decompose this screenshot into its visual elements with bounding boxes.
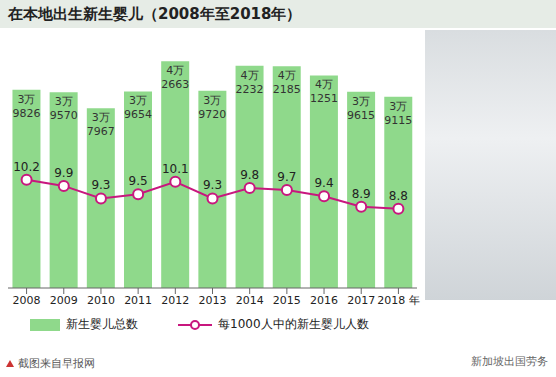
svg-text:4万: 4万 [241,69,259,82]
svg-text:3万: 3万 [352,95,370,108]
svg-text:2014: 2014 [236,294,264,307]
svg-text:2232: 2232 [236,83,264,96]
svg-text:3万: 3万 [203,94,221,107]
svg-text:4万: 4万 [315,78,333,91]
html-text:每1000人中的新生婴儿人数: 每1000人中的新生婴儿人数 [218,317,369,331]
svg-text:1251: 1251 [310,92,338,105]
svg-text:9720: 9720 [198,108,226,121]
svg-text:2015: 2015 [273,294,301,307]
svg-text:9115: 9115 [384,114,412,127]
svg-text:2011: 2011 [124,294,152,307]
svg-text:2012: 2012 [161,294,189,307]
svg-text:9615: 9615 [347,109,375,122]
html-text:截图来自早报网: 截图来自早报网 [18,357,95,370]
html-text:新加坡出国劳务: 新加坡出国劳务 [471,355,548,368]
svg-text:3万: 3万 [17,93,35,106]
svg-text:3万: 3万 [55,95,73,108]
svg-text:2018 年: 2018 年 [377,294,420,307]
svg-text:9.5: 9.5 [129,174,148,188]
svg-text:4万: 4万 [166,64,184,77]
svg-text:3万: 3万 [92,111,110,124]
svg-text:9570: 9570 [50,109,78,122]
svg-text:8.8: 8.8 [389,189,408,203]
svg-text:10.2: 10.2 [13,160,40,174]
svg-text:10.1: 10.1 [162,162,189,176]
svg-text:2010: 2010 [87,294,115,307]
svg-text:2016: 2016 [310,294,338,307]
svg-text:9.9: 9.9 [54,166,73,180]
svg-text:3万: 3万 [129,94,147,107]
svg-text:9.4: 9.4 [314,176,333,190]
html-text:新生婴儿总数: 新生婴儿总数 [66,317,138,331]
svg-text:9.7: 9.7 [277,170,296,184]
svg-text:9.3: 9.3 [91,178,110,192]
svg-text:4万: 4万 [278,69,296,82]
svg-text:9826: 9826 [12,107,40,120]
svg-text:9.3: 9.3 [203,178,222,192]
svg-text:2009: 2009 [50,294,78,307]
svg-text:2017: 2017 [347,294,375,307]
html-text:在本地出生新生婴儿（2008年至2018年）: 在本地出生新生婴儿（2008年至2018年） [8,5,302,23]
svg-text:9654: 9654 [124,108,152,121]
svg-text:3万: 3万 [389,100,407,113]
svg-text:7967: 7967 [87,125,115,138]
svg-text:2008: 2008 [13,294,41,307]
svg-text:2663: 2663 [161,78,189,91]
svg-text:2013: 2013 [199,294,227,307]
svg-text:2185: 2185 [273,83,301,96]
svg-text:9.8: 9.8 [240,168,259,182]
svg-text:8.9: 8.9 [352,187,371,201]
